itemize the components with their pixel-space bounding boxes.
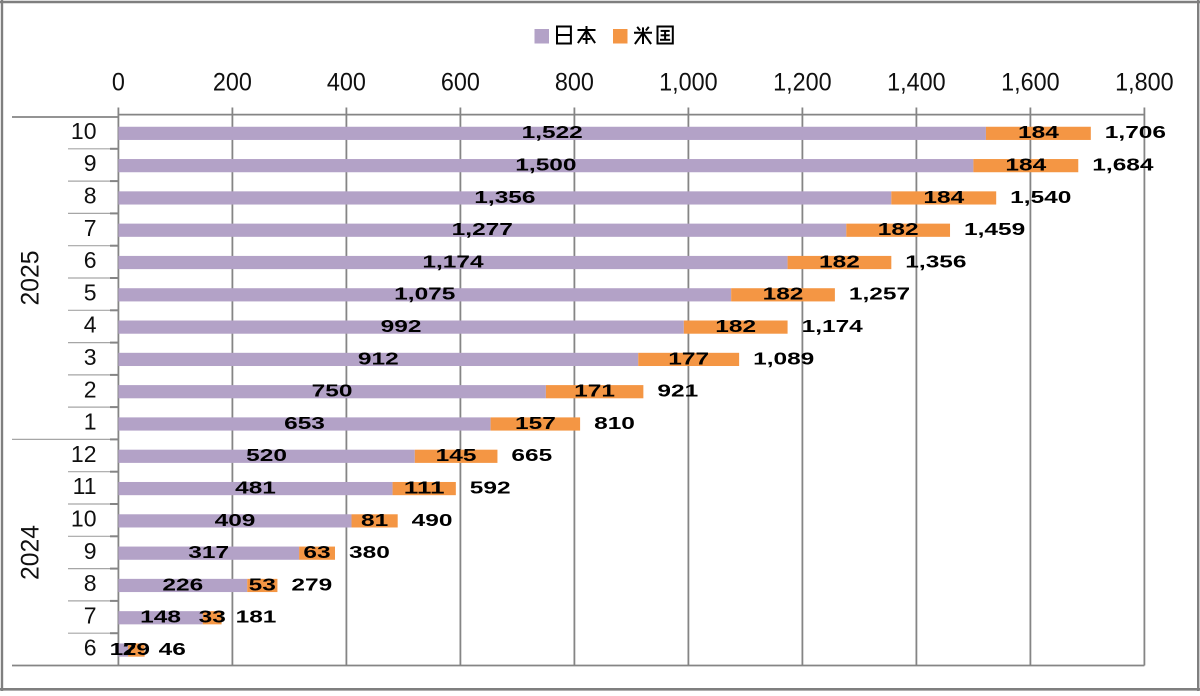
svg-text:10: 10 <box>71 506 97 532</box>
svg-text:665: 665 <box>511 445 552 465</box>
svg-text:63: 63 <box>303 542 331 562</box>
svg-text:182: 182 <box>819 251 860 271</box>
svg-text:46: 46 <box>159 639 187 659</box>
svg-text:157: 157 <box>515 413 556 433</box>
svg-text:182: 182 <box>763 284 804 304</box>
svg-text:653: 653 <box>284 413 325 433</box>
svg-text:184: 184 <box>1005 155 1046 175</box>
svg-text:12: 12 <box>71 441 97 467</box>
svg-text:10: 10 <box>71 118 97 144</box>
svg-text:4: 4 <box>84 312 97 338</box>
svg-text:184: 184 <box>923 187 964 207</box>
svg-text:9: 9 <box>84 150 97 176</box>
svg-text:184: 184 <box>1018 122 1059 142</box>
svg-text:182: 182 <box>715 316 756 336</box>
svg-text:481: 481 <box>235 478 276 498</box>
svg-text:912: 912 <box>358 348 399 368</box>
svg-text:6: 6 <box>84 247 97 273</box>
svg-text:181: 181 <box>236 607 277 627</box>
svg-text:81: 81 <box>361 510 389 530</box>
svg-text:1,706: 1,706 <box>1105 122 1167 142</box>
svg-text:1,800: 1,800 <box>1115 69 1174 97</box>
svg-text:921: 921 <box>657 381 698 401</box>
svg-text:409: 409 <box>215 510 256 530</box>
svg-text:750: 750 <box>312 381 353 401</box>
svg-text:177: 177 <box>668 348 709 368</box>
svg-text:1,174: 1,174 <box>422 251 484 271</box>
svg-text:17: 17 <box>110 639 137 659</box>
svg-text:490: 490 <box>412 510 453 530</box>
svg-text:1,600: 1,600 <box>1001 69 1060 97</box>
svg-text:9: 9 <box>84 538 97 564</box>
svg-text:0: 0 <box>112 69 125 97</box>
svg-text:1,356: 1,356 <box>474 187 536 207</box>
svg-text:800: 800 <box>555 69 594 97</box>
svg-text:1,540: 1,540 <box>1010 187 1072 207</box>
svg-text:8: 8 <box>84 183 97 209</box>
svg-text:1,000: 1,000 <box>659 69 718 97</box>
svg-text:7: 7 <box>84 602 97 628</box>
svg-text:1,277: 1,277 <box>452 219 513 239</box>
svg-text:1,400: 1,400 <box>887 69 946 97</box>
svg-text:992: 992 <box>381 316 422 336</box>
svg-text:6: 6 <box>84 635 97 661</box>
svg-text:53: 53 <box>249 574 277 594</box>
svg-text:317: 317 <box>188 542 229 562</box>
svg-text:279: 279 <box>291 574 332 594</box>
svg-text:1,684: 1,684 <box>1092 155 1154 175</box>
svg-text:182: 182 <box>878 219 919 239</box>
svg-text:11: 11 <box>73 473 97 499</box>
svg-text:1,089: 1,089 <box>753 348 815 368</box>
svg-text:400: 400 <box>327 69 366 97</box>
svg-text:33: 33 <box>199 607 227 627</box>
svg-text:2024: 2024 <box>17 525 45 580</box>
svg-text:145: 145 <box>436 445 477 465</box>
svg-text:600: 600 <box>441 69 480 97</box>
svg-text:1,500: 1,500 <box>515 155 577 175</box>
svg-text:226: 226 <box>162 574 203 594</box>
svg-text:5: 5 <box>84 279 97 305</box>
svg-text:3: 3 <box>84 344 97 370</box>
svg-text:7: 7 <box>84 215 97 241</box>
svg-text:1,356: 1,356 <box>905 251 967 271</box>
svg-text:380: 380 <box>349 542 390 562</box>
svg-text:1,522: 1,522 <box>522 122 584 142</box>
svg-text:1,075: 1,075 <box>394 284 456 304</box>
svg-text:1: 1 <box>84 409 97 435</box>
svg-text:1,257: 1,257 <box>849 284 910 304</box>
svg-text:810: 810 <box>594 413 635 433</box>
svg-text:1,459: 1,459 <box>964 219 1026 239</box>
svg-text:171: 171 <box>574 381 615 401</box>
svg-text:148: 148 <box>140 607 181 627</box>
svg-text:200: 200 <box>213 69 252 97</box>
svg-text:2: 2 <box>84 376 97 402</box>
svg-text:111: 111 <box>404 478 445 498</box>
svg-text:8: 8 <box>84 570 97 596</box>
svg-text:1,174: 1,174 <box>802 316 864 336</box>
svg-text:2025: 2025 <box>17 251 45 306</box>
svg-text:520: 520 <box>246 445 287 465</box>
svg-text:29: 29 <box>123 639 151 659</box>
svg-text:592: 592 <box>470 478 511 498</box>
svg-text:1,200: 1,200 <box>773 69 832 97</box>
